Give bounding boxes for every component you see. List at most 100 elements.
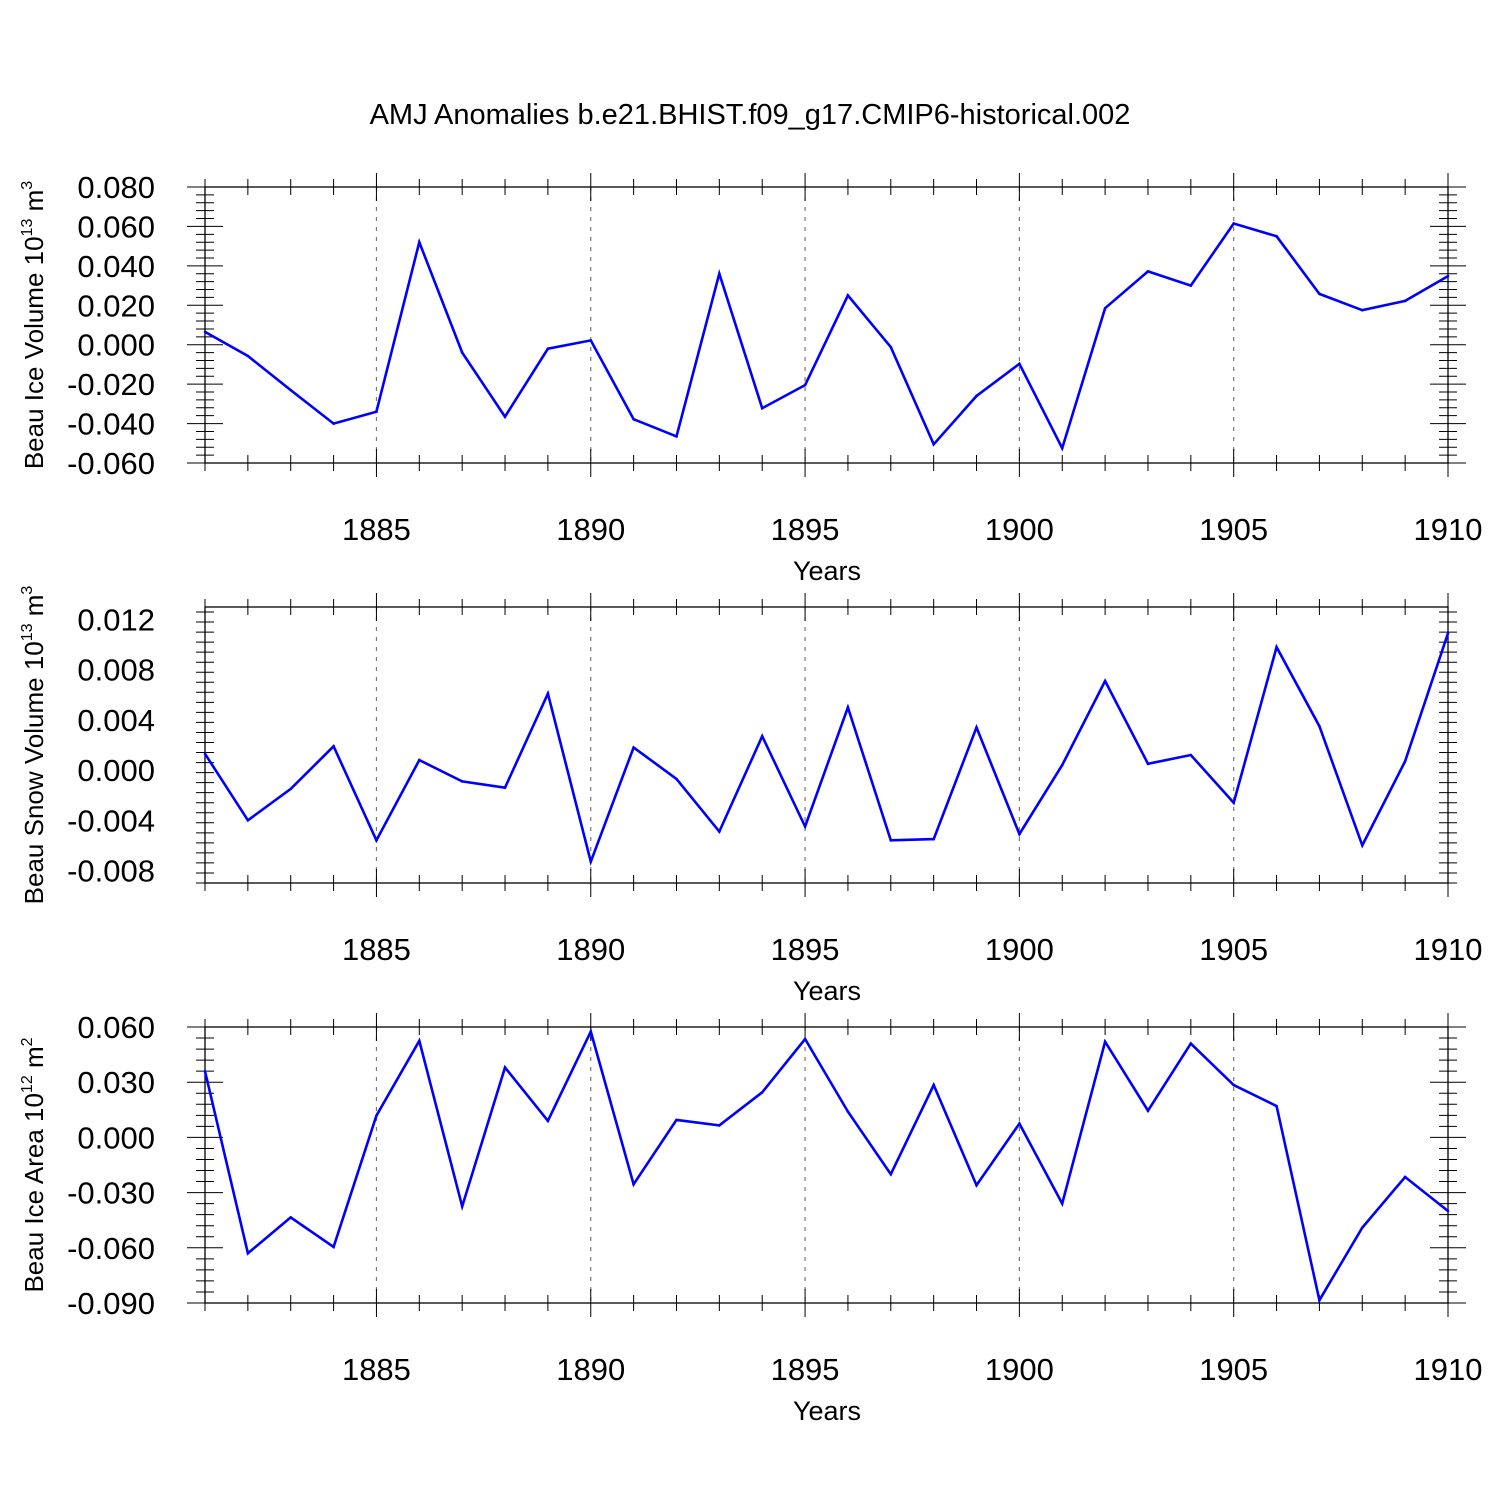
data-point [1318,1298,1321,1302]
data-point [718,830,721,833]
data-point [803,383,807,387]
data-point [803,825,807,828]
data-point [889,1172,893,1176]
x-axis-label: Years [793,1396,861,1426]
data-point [846,1110,850,1113]
y-tick-label: 0.080 [77,170,155,205]
y-axis-label: Beau Snow Volume 1013 m3 [19,586,49,905]
y-tick-label: 0.020 [77,288,155,323]
y-tick-label: 0.008 [77,653,155,688]
data-point [589,339,593,342]
x-tick-label: 1890 [556,512,625,547]
data-point [932,442,935,446]
x-tick-label: 1905 [1199,512,1268,547]
data-point [375,839,378,842]
x-tick-label: 1910 [1414,932,1483,967]
data-point [1403,1175,1407,1179]
data-point [1232,801,1235,805]
data-point [246,818,250,822]
panel-1: -0.060 -0.040 -0.020 0.000 0.020 0.040 0.060 0.… [19,170,1482,586]
data-point [1360,844,1364,847]
x-tick-label: 1885 [342,932,411,967]
panel-3: -0.090 -0.060 -0.030 0.000 0.030 0.060 1885 189… [19,1010,1482,1426]
data-point [1018,832,1021,836]
y-axis-label-unit-exponent: 3 [19,181,36,190]
data-point [1318,724,1321,728]
data-point [503,786,507,789]
y-tick-label: -0.090 [67,1286,155,1321]
panels-group: -0.060 -0.040 -0.020 0.000 0.020 0.040 0.060 0.… [19,170,1482,1426]
data-point [975,394,978,398]
x-tick-label: 1905 [1199,1352,1268,1387]
data-point [546,1119,550,1123]
y-axis-label-unit-exponent: 2 [19,1037,36,1046]
data-point [1275,234,1278,238]
series-line [203,1027,1449,1304]
y-tick-label: -0.060 [67,1231,155,1266]
data-point [289,1216,293,1219]
data-point [546,692,550,695]
data-point [289,787,293,791]
y-tick-label: 0.040 [77,249,155,284]
data-point [375,1114,378,1117]
data-point [975,726,978,729]
y-tick-label: 0.030 [77,1065,155,1100]
x-tick-label: 1905 [1199,932,1268,967]
y-axis-label-text: Beau Ice Volume 10 [19,236,49,469]
x-tick-label: 1885 [342,1352,411,1387]
data-point [1403,760,1407,763]
y-axis-label-exponent: 13 [19,219,36,237]
data-point [332,422,335,425]
data-point [1060,763,1064,767]
data-point [718,1124,721,1127]
data-point [932,1083,935,1087]
data-point [760,406,764,410]
x-tick-label: 1910 [1414,512,1483,547]
plot-frame [204,606,1449,884]
data-point [418,758,421,762]
data-point [1275,645,1278,649]
data-point [203,1069,207,1073]
x-tick-label: 1895 [771,512,840,547]
y-axis-label-text: Beau Ice Area 10 [19,1093,49,1292]
x-tick-label: 1890 [556,1352,625,1387]
y-tick-label: -0.020 [67,367,155,402]
data-point [803,1037,807,1041]
data-point [503,1066,507,1069]
plot-frame [204,1026,1449,1304]
data-point [675,435,678,438]
chart-title: AMJ Anomalies b.e21.BHIST.f09_g17.CMIP6-… [370,99,1131,131]
y-tick-label: 0.004 [77,703,155,738]
data-point [975,1183,978,1187]
x-tick-label: 1890 [556,932,625,967]
data-point [760,734,764,738]
data-point [932,837,935,841]
x-tick-label: 1900 [985,1352,1054,1387]
y-tick-label: 0.000 [77,328,155,363]
data-point [1103,1040,1107,1044]
data-point [1360,308,1364,312]
x-tick-label: 1910 [1414,1352,1483,1387]
x-tick-label: 1900 [985,512,1054,547]
data-point [332,744,335,748]
y-tick-label: -0.060 [67,446,155,481]
data-point [1360,1226,1364,1229]
data-point [1232,1083,1235,1087]
data-point [1189,753,1193,757]
y-axis-label-unit-exponent: 3 [19,586,36,595]
y-tick-label: 0.012 [77,603,155,638]
data-point [718,272,721,276]
data-point [1403,299,1407,303]
data-point [1318,292,1321,296]
y-axis-label-unit: m [19,595,49,624]
y-axis-label-exponent: 13 [19,623,36,641]
data-point [1146,762,1150,766]
y-tick-label: 0.000 [77,1120,155,1155]
data-point [1103,679,1107,683]
data-point [332,1245,335,1249]
data-point [1189,284,1193,287]
data-point [1446,632,1450,635]
data-point [1146,270,1150,273]
plot-frame [204,186,1449,464]
